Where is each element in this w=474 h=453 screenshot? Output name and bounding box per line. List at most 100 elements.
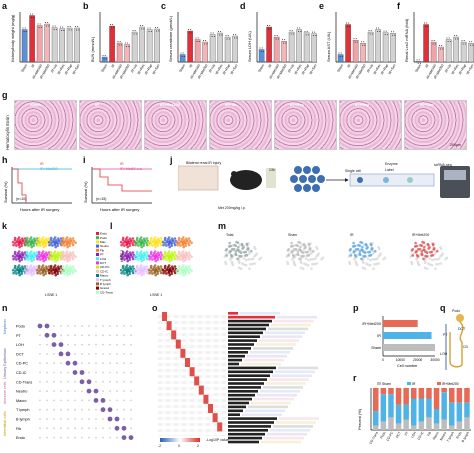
l-cluster-1-19 <box>140 245 143 249</box>
m-bg-0-43 <box>224 260 227 264</box>
dot-b-4-0 <box>132 30 134 31</box>
k-cluster-14-14 <box>63 272 66 275</box>
m-bg-0-58 <box>248 262 252 266</box>
l-cluster-9-22 <box>176 257 179 261</box>
step-scrnaseq: scRNA-seq <box>434 163 452 167</box>
k-cluster-7-14 <box>39 258 42 261</box>
panel-label-j: j <box>170 155 173 165</box>
m-fg-1-33 <box>291 244 294 248</box>
m-fg-1-27 <box>296 252 300 256</box>
k-cluster-8-10 <box>56 251 60 254</box>
k-legend-label-0: Endo <box>100 232 107 236</box>
k-cluster-4-13 <box>72 239 76 243</box>
l-cluster-6-27 <box>139 256 143 260</box>
n-row-label-4: CD-PC <box>16 362 28 366</box>
dot-b-1-1 <box>111 27 113 29</box>
n-dot-8-12 <box>123 399 125 402</box>
r-seg-ir-2 <box>388 394 394 418</box>
k-cluster-0-19 <box>18 245 21 249</box>
l-cluster-6-16 <box>145 257 149 261</box>
l-cluster-9-17 <box>175 254 179 258</box>
dot-e-1-0 <box>346 22 347 24</box>
r-seg-met-8 <box>433 388 440 409</box>
l-cluster-1-17 <box>133 240 137 244</box>
bar-b-6 <box>146 29 153 63</box>
m-bg-3-16 <box>439 262 443 265</box>
m-bg-2-43 <box>348 260 351 264</box>
xtick-c-0: Sham <box>178 63 186 73</box>
pathway-bar-16 <box>228 374 270 377</box>
k-cluster-14-27 <box>65 270 69 274</box>
n-dot-12-5 <box>74 436 76 439</box>
k-cluster-6-22 <box>24 257 27 261</box>
l-cluster-10-26 <box>129 267 132 271</box>
n-dot-4-9 <box>102 362 104 365</box>
l-cluster-0-18 <box>131 237 135 240</box>
panel-label-q: q <box>440 303 446 313</box>
panel-label-r: r <box>353 373 357 383</box>
n-dot-2-5 <box>74 343 76 346</box>
bar-a-5 <box>59 28 65 63</box>
n-dot-12-0 <box>39 436 41 439</box>
l-cluster-4-17 <box>175 240 179 244</box>
r-legend-label-1: IR <box>412 382 416 386</box>
n-dot-6-10 <box>109 380 111 383</box>
l-cluster-12-24 <box>155 269 159 273</box>
k-cluster-0-11 <box>20 244 23 247</box>
dot-f-0-0 <box>416 59 418 61</box>
panel-label-g: g <box>2 90 8 100</box>
panel-label-h: h <box>2 155 8 165</box>
n-dot-0-4 <box>67 325 69 327</box>
k-cluster-8-25 <box>52 254 56 257</box>
m-fg-2-31 <box>365 243 368 247</box>
m-bg-3-55 <box>439 255 442 258</box>
dot-c-4-0 <box>210 32 212 34</box>
l-cluster-14-26 <box>185 267 188 271</box>
dot-c-6-2 <box>227 35 229 36</box>
k-cluster-13-15 <box>53 264 57 267</box>
dot-f-0-2 <box>418 59 420 61</box>
n-dot-2-0 <box>39 343 41 346</box>
m-fg-0-19 <box>236 257 239 261</box>
l-cluster-7-18 <box>159 251 163 254</box>
p-xtick-2: 20000 <box>413 358 422 362</box>
k-cluster-11-20 <box>25 264 29 268</box>
l-cluster-2-27 <box>153 242 157 246</box>
pathway-label-bg-28 <box>276 421 316 424</box>
k-cluster-12-20 <box>37 264 41 268</box>
l-cluster-1-25 <box>138 240 142 243</box>
l-cluster-10-10 <box>128 265 132 268</box>
n-dot-0-8 <box>95 325 97 327</box>
n-dot-1-2 <box>51 332 57 338</box>
k-legend-label-12: B lymph <box>100 282 111 286</box>
bar-e-7 <box>390 33 396 63</box>
dot-b-7-0 <box>155 27 156 28</box>
dot-e-4-3 <box>371 33 373 35</box>
bar-e-2 <box>352 39 359 63</box>
k-cluster-12-9 <box>38 270 41 273</box>
k-cluster-7-24 <box>43 255 47 259</box>
k-cluster-6-11 <box>32 258 35 261</box>
k-cluster-9-19 <box>66 259 69 263</box>
l-cluster-11-16 <box>145 271 149 275</box>
n-dot-8-3 <box>60 399 62 402</box>
pathway-label-bg-7 <box>259 339 299 342</box>
r-seg-met-12 <box>464 388 470 403</box>
m-bg-3-3 <box>431 258 434 262</box>
he-title-4: IR+Res <box>290 102 304 107</box>
k-cluster-7-10 <box>44 251 48 254</box>
n-dot-4-0 <box>39 362 41 365</box>
n-dot-10-10 <box>107 416 113 422</box>
pathway-bar-5 <box>228 331 263 335</box>
l-cluster-9-27 <box>181 256 185 260</box>
m-fg-2-33 <box>353 244 356 248</box>
m-title-1: Sham <box>288 233 298 237</box>
k-cluster-4-18 <box>71 237 75 240</box>
dot-e-6-0 <box>383 30 385 32</box>
l-cluster-8-16 <box>173 257 177 261</box>
dot-e-5-1 <box>377 31 379 32</box>
pathway-bar-25 <box>228 409 243 413</box>
k-cluster-6-19 <box>30 259 33 263</box>
n-dot-6-0 <box>39 380 41 383</box>
k-cluster-8-26 <box>57 253 60 257</box>
